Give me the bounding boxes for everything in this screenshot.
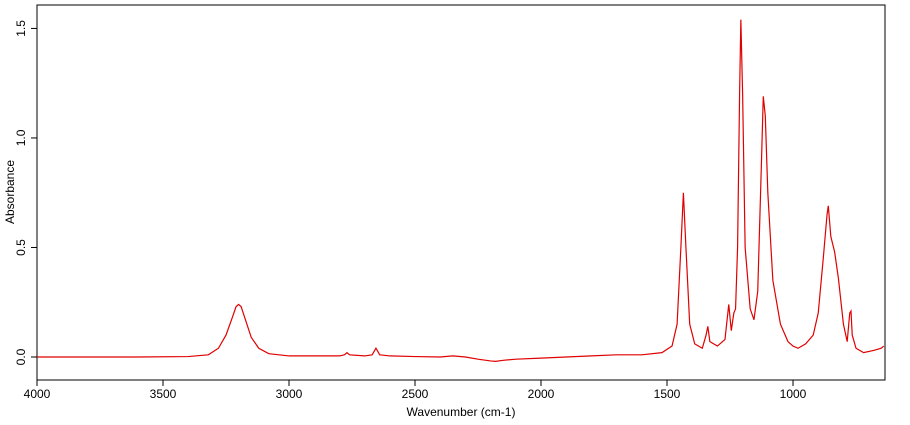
y-axis-label: Absorbance [3,160,17,224]
x-tick-label: 1000 [780,387,807,401]
y-tick-label: 1.0 [14,129,28,146]
plot-frame [36,4,886,381]
x-tick-label: 3000 [276,387,303,401]
x-tick-label: 4000 [24,387,51,401]
x-axis-label: Wavenumber (cm-1) [407,405,516,419]
y-tick-label: 0.0 [14,348,28,365]
y-tick-label: 0.5 [14,239,28,256]
x-tick-label: 3500 [150,387,177,401]
y-tick-label: 1.5 [14,20,28,37]
spectrum-line [37,19,885,362]
x-tick-label: 1500 [654,387,681,401]
x-tick-label: 2000 [528,387,555,401]
x-tick-label: 2500 [402,387,429,401]
